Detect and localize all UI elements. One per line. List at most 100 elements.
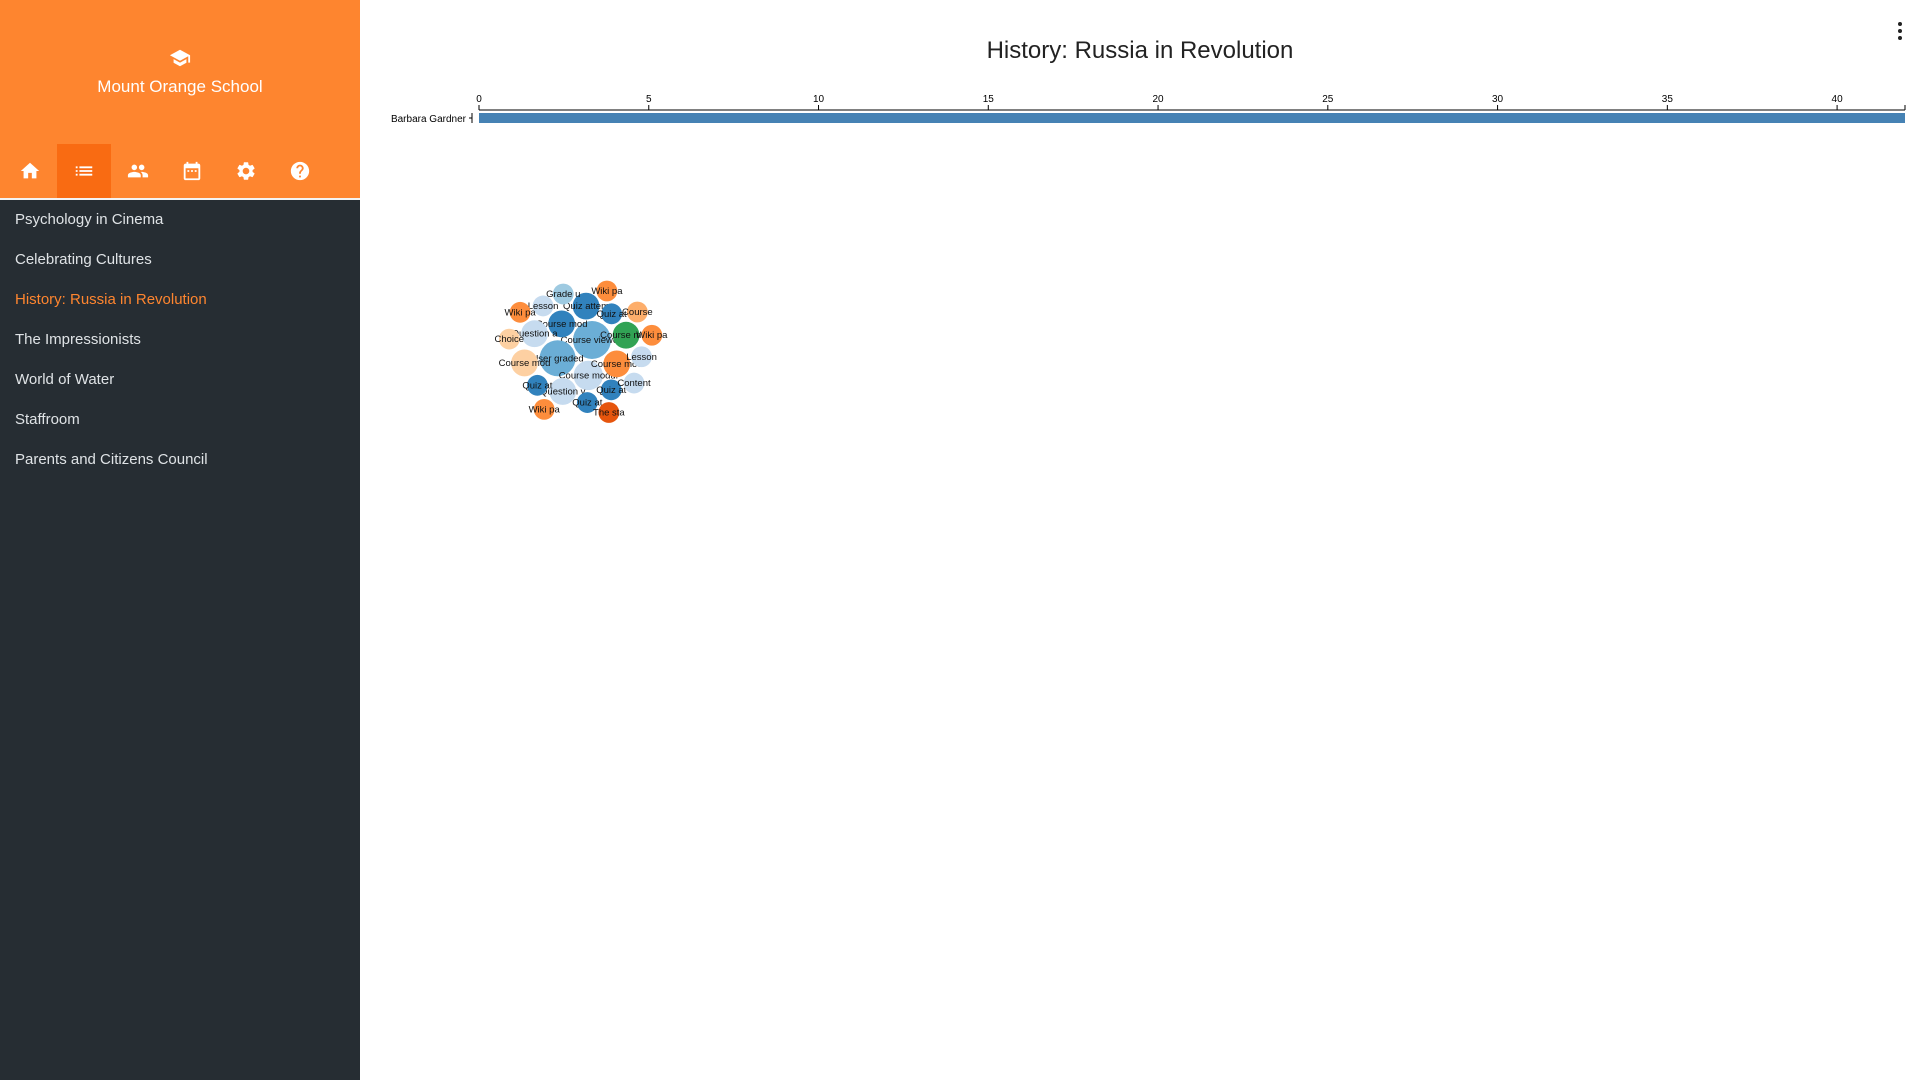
bubble-circle[interactable] [601, 303, 623, 325]
x-tick-label: 5 [646, 94, 652, 105]
x-tick-label: 10 [813, 94, 825, 105]
bubble-label: Course modul [559, 370, 618, 381]
bar[interactable] [479, 113, 1905, 123]
course-item[interactable]: Parents and Citizens Council [15, 451, 208, 468]
bubble-label: Grade u [546, 289, 580, 300]
bubble-circle[interactable] [521, 320, 548, 348]
main-content: History: Russia in Revolution 0 5 10 15 20 25… [360, 0, 1920, 1080]
bubble[interactable]: Quiz at [596, 379, 627, 401]
bubble-circle[interactable] [603, 350, 631, 378]
bubble[interactable]: Wiki pa [591, 280, 623, 302]
bubble[interactable]: Course mod [591, 350, 643, 378]
people-button[interactable] [111, 144, 165, 198]
bubble[interactable]: Lesson [528, 295, 559, 317]
course-item[interactable]: The Impressionists [15, 331, 141, 348]
bubble-circle[interactable] [573, 321, 611, 359]
bubble-label: Question a [512, 329, 559, 340]
bubble[interactable]: Course mod [499, 349, 551, 377]
y-tick-label: Barbara Gardner [391, 114, 467, 125]
bubble-label: Course mod [536, 319, 588, 330]
help-button[interactable] [273, 144, 327, 198]
bubble-circle[interactable] [533, 398, 555, 420]
bubble[interactable]: Quiz at [522, 374, 553, 396]
bubble[interactable]: Course mod [600, 321, 652, 349]
bubble-label: User graded [531, 353, 583, 364]
bubble[interactable]: The sta [593, 402, 625, 423]
bubble-circle[interactable] [511, 349, 538, 377]
bubble[interactable]: Quiz attem [563, 292, 609, 320]
bubble-circle[interactable] [573, 360, 603, 391]
bubble-label: Content [617, 378, 651, 389]
bubble-circle[interactable] [623, 372, 645, 394]
bubble-label: Wiki pa [591, 286, 623, 297]
bubble[interactable]: Wiki pa [505, 301, 537, 323]
page-title: History: Russia in Revolution [986, 37, 1294, 64]
people-icon [127, 164, 149, 178]
bubble[interactable]: Lesson [626, 346, 657, 368]
bubble-label: Course mod [499, 358, 551, 369]
bubble-circle[interactable] [532, 295, 554, 317]
bubble-circle[interactable] [612, 321, 640, 349]
bubble-label: Lesson [528, 301, 559, 312]
calendar-icon [183, 161, 201, 181]
bubble-circle[interactable] [498, 328, 520, 350]
bubble-circle[interactable] [631, 346, 652, 368]
bubble-label: Course mod [591, 359, 643, 370]
bubble[interactable]: Wiki pa [529, 398, 561, 420]
bubble-circle[interactable] [596, 280, 618, 302]
course-item[interactable]: Celebrating Cultures [15, 251, 152, 268]
bubble-circle[interactable] [576, 392, 598, 413]
courses-button[interactable] [57, 144, 111, 198]
calendar-button[interactable] [165, 144, 219, 198]
bubble[interactable]: Wiki pa [636, 324, 668, 346]
bubble-circle[interactable] [641, 324, 663, 346]
site-brand[interactable]: Mount Orange School [0, 0, 360, 144]
bubble-label: Question v [540, 386, 586, 397]
x-tick-label: 15 [983, 94, 995, 105]
course-item[interactable]: World of Water [15, 371, 115, 388]
bubble-label: Lesson [626, 352, 657, 363]
settings-button[interactable] [219, 144, 273, 198]
bubble-circle[interactable] [549, 378, 577, 405]
bubble-circle[interactable] [539, 340, 576, 377]
bubble-label: Quiz at [572, 398, 602, 409]
bubble-circle[interactable] [572, 292, 600, 320]
bubble-label: Quiz attem [563, 301, 609, 312]
bubble[interactable]: Grade u [546, 283, 580, 305]
bubble-circle[interactable] [600, 379, 622, 401]
bubble[interactable]: Question a [512, 320, 559, 348]
bubble[interactable]: Quiz at [597, 303, 627, 325]
home-button[interactable] [3, 144, 57, 198]
bubble[interactable]: Choice [495, 328, 525, 350]
bubble[interactable]: Content [617, 372, 651, 394]
course-item-active[interactable]: History: Russia in Revolution [15, 291, 207, 308]
course-list: Psychology in Cinema Celebrating Culture… [0, 200, 360, 480]
x-tick-label: 40 [1832, 94, 1844, 105]
bubble[interactable]: Quiz at [572, 392, 603, 413]
bubble-label: Course mod [600, 330, 652, 341]
bubble-circle[interactable] [509, 301, 531, 323]
bubble-circle[interactable] [527, 374, 548, 396]
bubble-circle[interactable] [548, 310, 576, 338]
bubble-circle[interactable] [626, 301, 648, 323]
bubble[interactable]: Course [622, 301, 653, 323]
sidebar-toolbar [0, 144, 360, 200]
graduation-cap-icon [169, 49, 191, 67]
list-icon [75, 166, 93, 176]
bubble[interactable]: Question v [540, 378, 586, 405]
course-item[interactable]: Psychology in Cinema [15, 211, 164, 228]
more-options-icon[interactable] [1891, 20, 1909, 46]
bubble-circle[interactable] [598, 402, 620, 423]
bubble[interactable]: Course viewed [561, 321, 624, 359]
bubble[interactable]: User graded [531, 340, 584, 377]
sidebar: Mount Orange School Psychology in Cinema… [0, 0, 360, 1080]
site-name: Mount Orange School [97, 77, 263, 96]
bubble-label: Quiz at [596, 385, 626, 396]
bubble-label: Quiz at [597, 309, 627, 320]
bubble[interactable]: Course mod [536, 310, 588, 338]
help-icon [290, 161, 310, 181]
course-item[interactable]: Staffroom [15, 411, 80, 428]
bubble-circle[interactable] [552, 283, 574, 305]
bubble[interactable]: Course modul [559, 360, 618, 391]
